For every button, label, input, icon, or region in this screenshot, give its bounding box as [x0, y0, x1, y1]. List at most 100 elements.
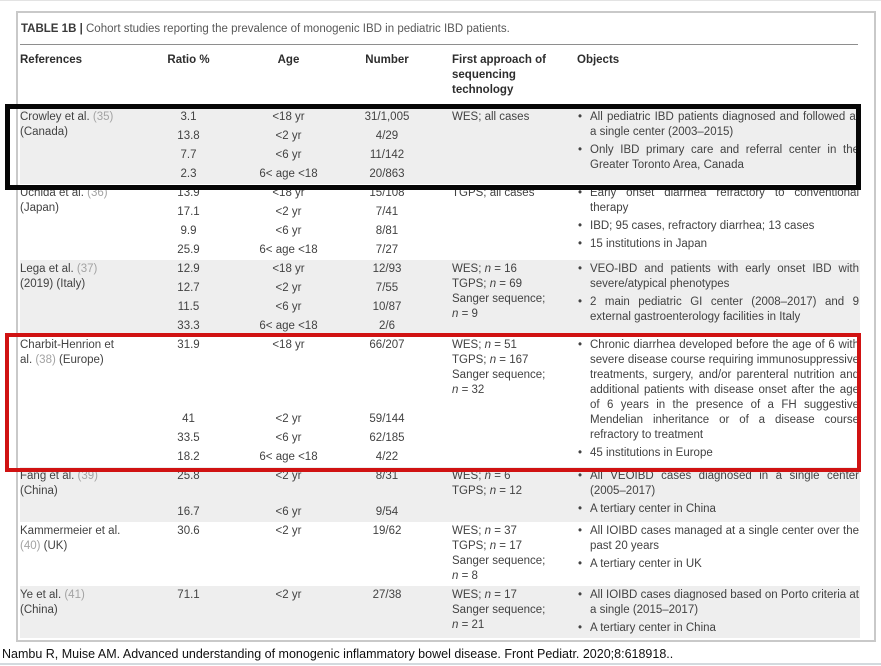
- objects-cell: All IOIBD cases diagnosed based on Porto…: [577, 586, 860, 638]
- age-cell: <18 yr: [272, 339, 305, 351]
- age-cell: <2 yr: [220, 127, 357, 146]
- object-bullet: A tertiary center in China: [577, 502, 859, 517]
- reference-cell: Uchida et al. (36) (Japan): [20, 184, 157, 260]
- number-cell: 11/142: [357, 146, 417, 165]
- object-bullet: 15 institutions in Japan: [577, 237, 859, 252]
- column-header: Ratio %: [167, 54, 210, 66]
- ratio-cell: 31.9: [177, 339, 200, 351]
- approach-line: n = 21: [452, 619, 485, 631]
- column-header: Number: [365, 54, 409, 66]
- number-cell: 7/41: [375, 206, 399, 218]
- sequencing-approach-cell: WES; n = 6 TGPS; n = 12: [417, 467, 577, 522]
- table-row: 2.3 6< age <18 20/863: [20, 165, 860, 184]
- age-cell: <6 yr: [275, 432, 302, 444]
- sequencing-approach-cell: WES; n = 37 TGPS; n = 17 Sanger sequence; n…: [417, 522, 577, 586]
- ratio-cell: 33.5: [177, 432, 200, 444]
- approach-line: Sanger sequence;: [452, 369, 546, 381]
- reference-cell: Fang et al. (39) (China): [20, 467, 157, 522]
- reference-country: (China): [20, 604, 58, 616]
- objects-list: VEO-IBD and patients with early onset IB…: [577, 262, 859, 325]
- object-bullet: All IOIBD cases diagnosed based on Porto…: [577, 588, 859, 618]
- number-cell: 15/108: [369, 187, 405, 199]
- number-cell: 4/22: [375, 451, 399, 463]
- age-cell: <2 yr: [275, 525, 302, 537]
- number-cell: 31/1,005: [357, 108, 417, 127]
- ratio-cell: 7.7: [157, 146, 220, 165]
- table-row: Kammermeier et al. (40) (UK) 30.6 <2 yr 19/…: [20, 522, 860, 586]
- reference-citation-number: (37): [76, 263, 98, 275]
- approach-line: WES; n = 51: [452, 339, 517, 351]
- header-row: References Ratio % Age Number First approach…: [20, 45, 860, 108]
- approach-line: Sanger sequence;: [452, 555, 546, 567]
- approach-line: TGPS; n = 167: [452, 354, 529, 366]
- number-cell: 66/207: [369, 339, 405, 351]
- number-cell: 27/38: [357, 586, 417, 638]
- ratio-cell: 9.9: [180, 225, 197, 237]
- column-header: Age: [277, 54, 300, 66]
- approach-line: Sanger sequence;: [452, 293, 546, 305]
- object-bullet: All VEOIBD cases diagnosed in a single c…: [577, 469, 859, 499]
- reference-cell: Lega et al. (37) (2019) (Italy): [20, 260, 157, 336]
- reference-country: (Japan): [20, 202, 59, 214]
- age-cell: <2 yr: [220, 467, 357, 503]
- age-cell: <18 yr: [220, 260, 357, 279]
- reference-country: (UK): [40, 540, 68, 552]
- column-header: Objects: [577, 54, 620, 66]
- ratio-cell: 11.5: [157, 298, 220, 317]
- objects-list: All IOIBD cases diagnosed based on Porto…: [577, 588, 859, 636]
- source-citation: Nambu R, Muise AM. Advanced understandin…: [2, 647, 674, 661]
- table-body: Crowley et al. (35) (Canada) 3.1 <18 yr 31/…: [20, 108, 860, 638]
- age-cell: <6 yr: [275, 225, 302, 237]
- number-cell: 19/62: [372, 525, 402, 537]
- objects-cell: All IOIBD cases managed at a single cent…: [577, 522, 860, 586]
- approach-line: TGPS; n = 12: [452, 485, 523, 497]
- reference-cell: Charbit-Henrion et al. (38) (Europe): [20, 336, 157, 467]
- sequencing-approach-cell: WES; all cases: [417, 108, 577, 184]
- reference-citation-number: (41): [64, 589, 85, 601]
- objects-cell: Early onset diarrhea refractory to conve…: [577, 184, 860, 260]
- approach-line: n = 32: [452, 384, 485, 396]
- number-cell: 59/144: [369, 413, 405, 425]
- reference-authors: Crowley et al.: [20, 111, 93, 123]
- age-cell: <6 yr: [220, 146, 357, 165]
- object-bullet: 45 institutions in Europe: [577, 446, 859, 461]
- column-header: First approach of sequencing technology: [452, 54, 546, 96]
- age-cell: <18 yr: [272, 187, 305, 199]
- object-bullet: Only IBD primary care and referral cente…: [577, 143, 859, 173]
- number-cell: 10/87: [357, 298, 417, 317]
- ratio-cell: 30.6: [177, 525, 200, 537]
- number-cell: 62/185: [369, 432, 405, 444]
- approach-line: WES; n = 16: [452, 263, 517, 275]
- reference-authors: Lega et al.: [20, 263, 77, 275]
- ratio-cell: 13.8: [157, 127, 220, 146]
- reference-country: (China): [20, 485, 58, 497]
- table-row: 13.8 <2 yr 4/29: [20, 127, 860, 146]
- objects-cell: VEO-IBD and patients with early onset IB…: [577, 260, 860, 336]
- object-bullet: Early onset diarrhea refractory to conve…: [577, 186, 859, 216]
- approach-line: WES; n = 17: [452, 589, 517, 601]
- object-bullet: All IOIBD cases managed at a single cent…: [577, 524, 859, 554]
- approach-line: n = 9: [452, 308, 478, 320]
- age-cell: <2 yr: [220, 586, 357, 638]
- object-bullet: A tertiary center in UK: [577, 557, 859, 572]
- number-cell: 2/6: [357, 317, 417, 336]
- age-cell: 6< age <18: [259, 244, 318, 256]
- table-row: 33.3 6< age <18 2/6: [20, 317, 860, 336]
- objects-list: All pediatric IBD patients diagnosed and…: [577, 110, 859, 173]
- ratio-cell: 3.1: [157, 108, 220, 127]
- approach-line: WES; n = 37: [452, 525, 517, 537]
- age-cell: <2 yr: [275, 206, 302, 218]
- sequencing-approach-cell: WES; n = 16 TGPS; n = 69 Sanger sequence; n…: [417, 260, 577, 336]
- reference-country: (Canada): [20, 126, 68, 138]
- ratio-cell: 2.3: [157, 165, 220, 184]
- objects-list: All IOIBD cases managed at a single cent…: [577, 524, 859, 572]
- table-row: Charbit-Henrion et al. (38) (Europe) 31.9…: [20, 336, 860, 461]
- table-row: 18.2 6< age <18 4/22: [20, 448, 860, 467]
- age-cell: <6 yr: [220, 298, 357, 317]
- ratio-cell: 12.9: [157, 260, 220, 279]
- table-caption: TABLE 1B | Cohort studies reporting the …: [20, 13, 874, 44]
- approach-line: n = 8: [452, 570, 478, 582]
- objects-cell: All pediatric IBD patients diagnosed and…: [577, 108, 860, 184]
- object-bullet: A tertiary center in China: [577, 621, 859, 636]
- cohort-table: References Ratio % Age Number First approach…: [20, 45, 860, 638]
